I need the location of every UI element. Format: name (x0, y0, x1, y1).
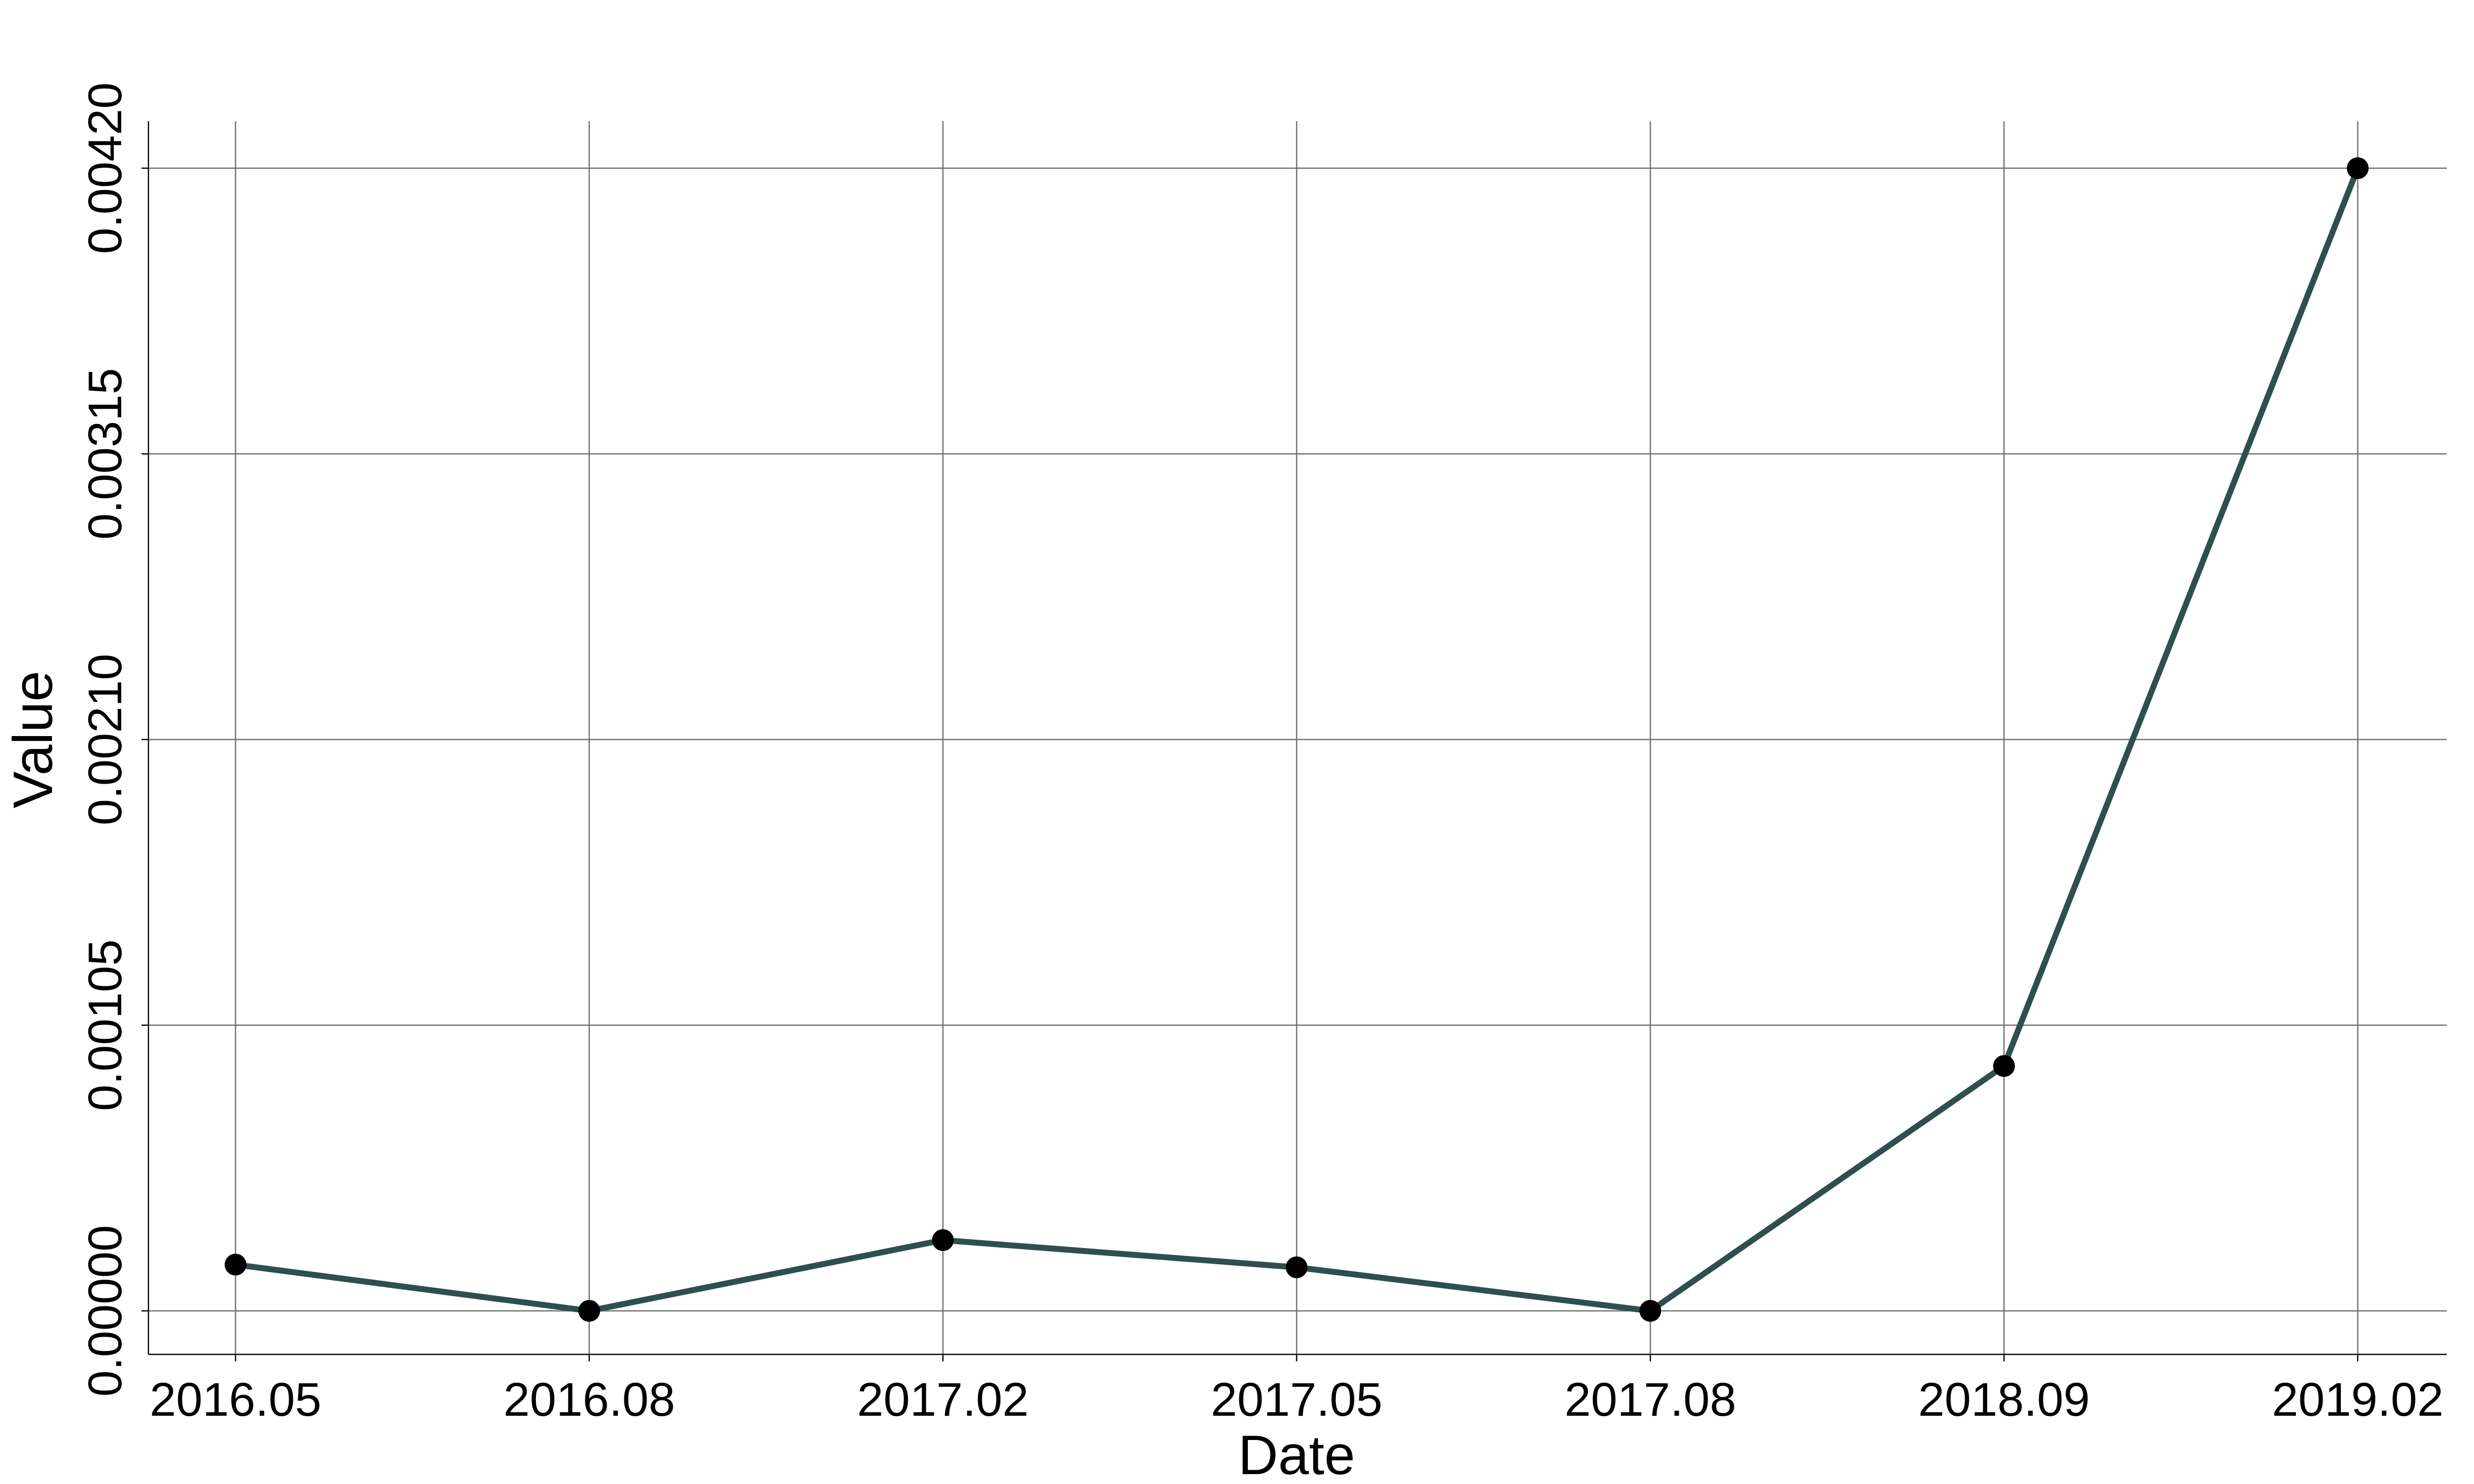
data-point (578, 1300, 600, 1322)
x-tick-label: 2017.08 (1565, 1373, 1736, 1426)
x-tick-label: 2019.02 (2272, 1373, 2443, 1426)
axes (147, 121, 2447, 1355)
data-point (1639, 1300, 1662, 1322)
x-tick-labels: 2016.05 2016.08 2017.02 2017.05 2017.08 2018.… (149, 1373, 2443, 1426)
series-layer (225, 157, 2369, 1322)
y-tick-labels: 0.00000 0.00105 0.00210 0.00315 0.00420 (79, 82, 132, 1396)
x-tick-label: 2016.08 (503, 1373, 675, 1426)
data-point (225, 1253, 246, 1276)
y-tick-label: 0.00315 (79, 368, 132, 540)
data-point (1993, 1055, 2015, 1077)
x-tick-label: 2017.05 (1211, 1373, 1382, 1426)
x-axis-title: Date (1238, 1424, 1355, 1484)
y-tick-label: 0.00000 (79, 1225, 132, 1396)
x-tick-label: 2018.09 (1918, 1373, 2090, 1426)
y-tick-label: 0.00105 (79, 939, 132, 1111)
data-point (1285, 1256, 1308, 1278)
x-tick-label: 2017.02 (857, 1373, 1029, 1426)
y-tick-label: 0.00210 (79, 653, 132, 825)
grid (142, 121, 2447, 1361)
y-axis-title: Value (2, 671, 64, 808)
x-tick-label: 2016.05 (149, 1373, 321, 1426)
y-tick-label: 0.00420 (79, 82, 132, 254)
data-point (932, 1229, 954, 1251)
data-point (2347, 157, 2369, 179)
